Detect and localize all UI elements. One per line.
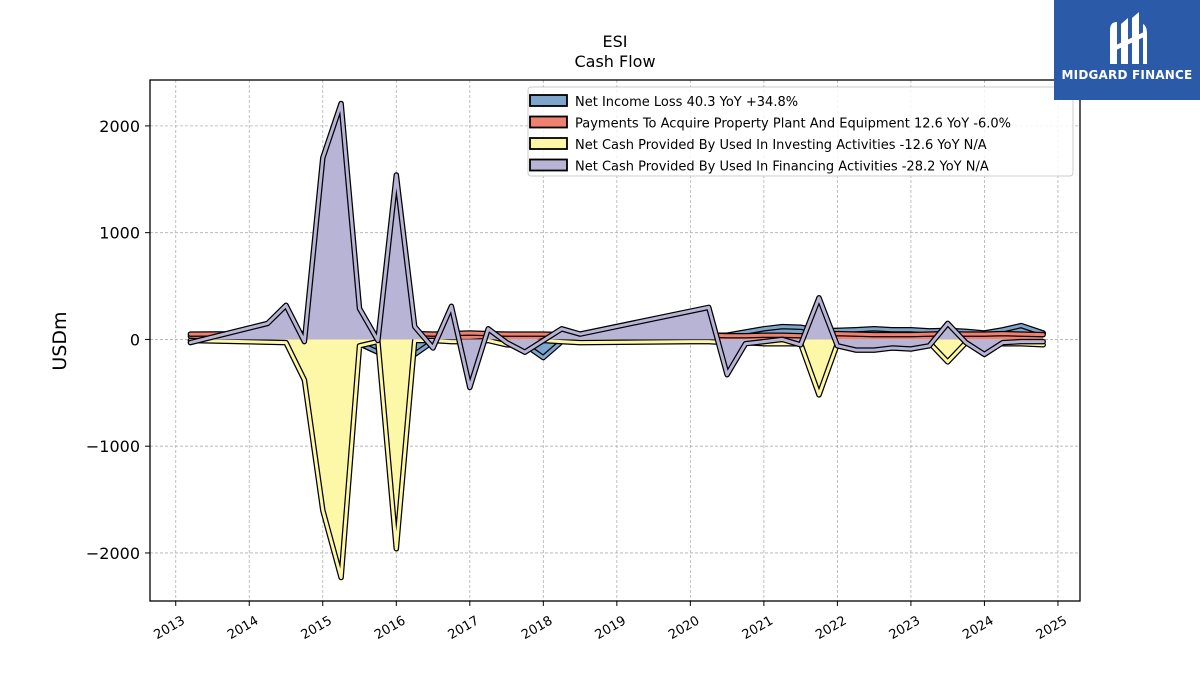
legend: Net Income Loss 40.3 YoY +34.8% Payments … bbox=[527, 86, 1074, 177]
legend-swatch-4 bbox=[529, 158, 568, 172]
legend-label-4: Net Cash Provided By Used In Financing A… bbox=[575, 160, 989, 175]
plot-frame bbox=[149, 79, 1081, 602]
legend-swatch-2 bbox=[529, 115, 568, 129]
x-tick-label: 2022 bbox=[813, 613, 849, 643]
x-tick-label: 2016 bbox=[372, 613, 408, 643]
legend-swatch-1 bbox=[529, 94, 568, 107]
x-tick-label: 2025 bbox=[1034, 613, 1070, 643]
x-tick-label: 2019 bbox=[593, 613, 629, 643]
midgard-logo-icon bbox=[1110, 12, 1147, 64]
legend-swatch-3 bbox=[529, 137, 568, 150]
series-area-4 bbox=[190, 103, 1044, 388]
legend-label-1: Net Income Loss 40.3 YoY +34.8% bbox=[575, 95, 798, 110]
x-tick-label: 2018 bbox=[519, 613, 555, 643]
y-tick-label: 0 bbox=[130, 330, 140, 349]
brand-name: MIDGARD FINANCE bbox=[1061, 68, 1193, 82]
y-tick-label: −2000 bbox=[86, 544, 140, 563]
y-tick-label: 1000 bbox=[99, 224, 140, 243]
axes: −2000 −1000 0 1000 2000 2013 2014 2015 2016 2017 2… bbox=[86, 117, 1070, 643]
brand-logo: MIDGARD FINANCE bbox=[1054, 0, 1200, 100]
x-tick-label: 2023 bbox=[887, 613, 923, 643]
series-line-4 bbox=[188, 102, 1045, 389]
y-tick-label: 2000 bbox=[99, 117, 140, 136]
x-tick-label: 2014 bbox=[225, 613, 261, 643]
series-area-3 bbox=[190, 339, 1044, 578]
x-tick-label: 2020 bbox=[666, 613, 702, 643]
series-group bbox=[187, 100, 1046, 581]
chart-subtitle: Cash Flow bbox=[574, 52, 655, 71]
x-tick-label: 2017 bbox=[446, 613, 482, 643]
x-tick-label: 2013 bbox=[152, 613, 188, 643]
x-tick-label: 2024 bbox=[960, 613, 996, 643]
legend-label-3: Net Cash Provided By Used In Investing A… bbox=[575, 138, 987, 153]
y-tick-label: −1000 bbox=[86, 437, 140, 456]
legend-box bbox=[527, 86, 1074, 177]
legend-label-2: Payments To Acquire Property Plant And E… bbox=[575, 117, 1011, 132]
y-axis-label: USDm bbox=[49, 311, 71, 370]
chart-title: ESI bbox=[603, 32, 628, 51]
x-tick-label: 2015 bbox=[299, 613, 335, 643]
x-tick-label: 2021 bbox=[740, 613, 776, 643]
